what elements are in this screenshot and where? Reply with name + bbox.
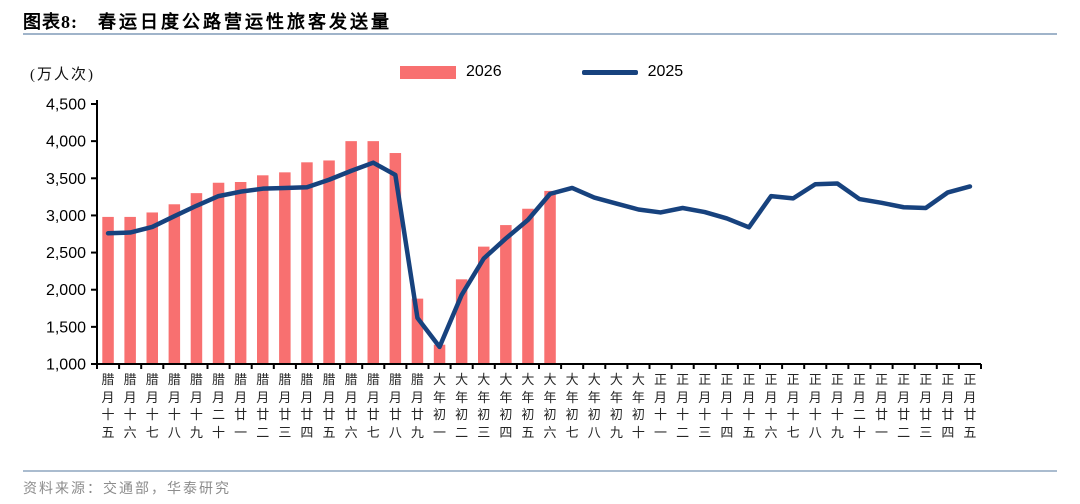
bar [389,153,402,364]
bar [234,182,247,364]
figure-header: 图表8: 春运日度公路营运性旅客发送量 [23,8,392,34]
footer-divider [23,470,1057,472]
y-tick-label: 2,000 [46,282,86,299]
legend-bar-swatch [400,65,456,79]
x-axis-label: 正月廿四 [941,372,955,440]
x-axis-label: 正月十七 [786,372,800,440]
bar [279,172,291,364]
y-tick-label: 2,500 [46,245,86,262]
x-axis-label: 正月十一 [654,372,668,440]
x-axis-label: 腊月廿九 [410,372,424,440]
header-divider [23,33,1057,35]
x-axis-label: 腊月二十 [212,372,226,440]
x-axis-label: 正月廿五 [963,372,977,440]
x-axis-label: 腊月十五 [101,372,115,440]
y-tick-label: 3,000 [46,208,86,225]
legend-line-swatch [581,69,638,75]
bar [455,279,468,364]
source-note: 资料来源：交通部，华泰研究 [23,482,231,497]
y-tick-label: 4,000 [46,134,86,151]
x-axis-label: 大年初一 [433,372,447,440]
x-axis-label: 正月十五 [742,372,756,440]
x-axis-label: 正月二十 [852,372,866,440]
x-axis-label: 正月廿三 [919,372,933,440]
y-axis-unit-label: (万人次) [30,67,95,83]
x-axis-label: 正月廿二 [897,372,911,440]
x-axis-label: 正月十八 [808,372,822,440]
x-axis-label: 正月十六 [764,372,778,440]
x-axis-label: 大年初三 [477,372,491,440]
legend-label: 2025 [647,63,684,80]
chart-legend: 2026 2025 [400,63,683,81]
x-axis-label: 腊月廿八 [388,372,402,440]
figure-title: 春运日度公路营运性旅客发送量 [98,12,392,32]
x-axis-label: 腊月廿三 [278,372,292,440]
x-axis-label: 正月十四 [720,372,734,440]
bar [190,193,203,364]
y-tick-label: 1,000 [46,357,86,374]
x-axis-label: 腊月廿四 [300,372,314,440]
bar [411,298,424,364]
x-axis-label: 正月十三 [698,372,712,440]
x-axis-label: 腊月廿一 [234,372,248,440]
x-axis-label: 大年初八 [587,372,601,440]
bar [168,204,181,364]
x-axis-label: 腊月廿五 [322,372,336,440]
bar [146,212,158,364]
legend-item-2025: 2025 [581,63,684,81]
bar [212,182,225,364]
bar [301,162,313,364]
x-axis-label: 大年初七 [565,372,579,440]
bar [124,216,136,364]
x-axis-label: 腊月廿二 [256,372,270,440]
x-axis-label: 腊月廿七 [366,372,380,440]
x-axis-label: 大年初二 [455,372,469,440]
x-axis-label: 正月廿一 [875,372,889,440]
bar [367,141,379,364]
y-tick-label: 3,500 [46,171,86,188]
bar [522,208,534,364]
bar [257,175,269,364]
bar [544,190,556,364]
line-2025 [105,160,973,350]
y-tick-label: 1,500 [46,319,86,336]
bar [500,225,512,364]
bar [433,344,446,364]
x-axis-label: 大年初六 [543,372,557,440]
axis-lines [96,100,981,365]
bar [345,141,357,364]
bar [478,246,490,364]
x-axis-label: 正月十九 [830,372,844,440]
x-axis-label: 大年初九 [609,372,623,440]
x-axis-label: 正月十二 [676,372,690,440]
bar [323,160,335,364]
x-axis-label: 腊月廿六 [344,372,358,440]
y-tick-label: 4,500 [46,97,86,114]
x-axis-label: 腊月十七 [145,372,159,440]
x-axis-label: 腊月十八 [167,372,181,440]
x-axis-label: 大年初十 [631,372,645,440]
legend-label: 2026 [466,63,502,80]
x-axis-label: 腊月十九 [189,372,203,440]
figure-number: 图表8: [23,12,78,32]
bar [102,216,114,364]
x-axis-label: 腊月十六 [123,372,137,440]
legend-item-2026: 2026 [400,63,502,81]
x-axis-label: 大年初五 [521,372,535,440]
x-axis-label: 大年初四 [499,372,513,440]
